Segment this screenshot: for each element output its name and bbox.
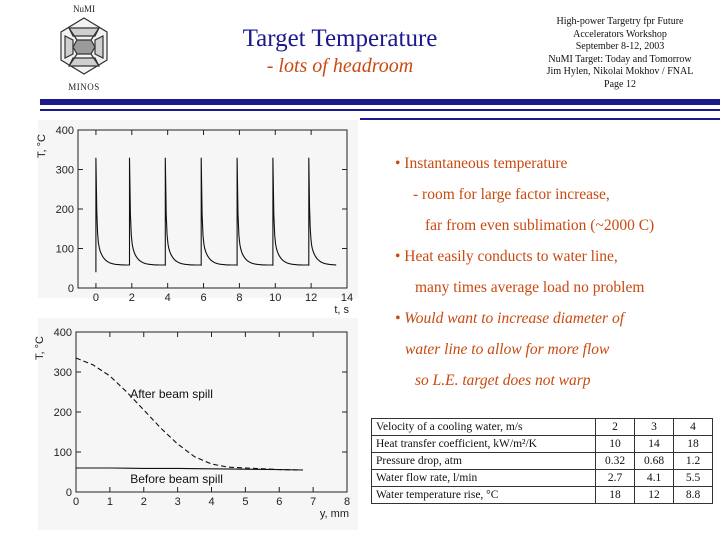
bullet-item: water line to allow for more flow <box>405 341 610 358</box>
y-tick-label: 200 <box>54 407 72 419</box>
annotation-before-spill: Before beam spill <box>130 472 223 486</box>
cooling-water-table: Velocity of a cooling water, m/s 2 3 4 H… <box>371 418 713 504</box>
x-tick-label: 2 <box>141 496 147 508</box>
y-tick-label: 0 <box>66 487 72 499</box>
logo-top-text: NuMI <box>73 4 95 14</box>
y-tick-label: 400 <box>54 327 72 339</box>
x-tick-label: 1 <box>107 496 113 508</box>
x-axis-label: t, s <box>334 304 349 316</box>
table-cell: 18 <box>595 486 635 504</box>
logo-emblem-icon <box>60 17 108 75</box>
temperature-series-line <box>95 157 337 273</box>
chart2-background <box>38 318 358 530</box>
logo-bottom-text: MINOS <box>68 82 100 92</box>
y-tick-label: 100 <box>54 447 72 459</box>
header-line: NuMI Target: Today and Tomorrow <box>548 53 692 65</box>
chart1-background <box>38 120 358 298</box>
header-line: Jim Hylen, Nikolai Mokhov / FNAL <box>546 66 694 77</box>
header-line: High-power Targetry fpr Future <box>556 16 684 27</box>
header-info: High-power Targetry fpr Future Accelerat… <box>520 16 720 91</box>
table-cell: 4 <box>673 418 713 436</box>
x-tick-label: 2 <box>129 292 135 304</box>
x-tick-label: 10 <box>269 292 281 304</box>
y-tick-label: 300 <box>54 367 72 379</box>
x-tick-label: 4 <box>165 292 171 304</box>
table-row: Water flow rate, l/min 2.7 4.1 5.5 <box>371 469 713 487</box>
x-tick-label: 12 <box>305 292 317 304</box>
header-line: September 8-12, 2003 <box>575 41 665 52</box>
table-cell-label: Water flow rate, l/min <box>371 469 596 487</box>
x-tick-label: 8 <box>236 292 242 304</box>
table-cell: 12 <box>634 486 674 504</box>
x-tick-label: 8 <box>344 496 350 508</box>
table-cell: 18 <box>673 435 713 453</box>
table-cell-label: Pressure drop, atm <box>371 452 596 470</box>
y-tick-label: 0 <box>68 283 74 295</box>
table-row: Water temperature rise, °C 18 12 8.8 <box>371 486 713 504</box>
table-cell: 3 <box>634 418 674 436</box>
table-cell: 10 <box>595 435 635 453</box>
table-cell-label: Velocity of a cooling water, m/s <box>371 418 596 436</box>
x-axis-label: y, mm <box>320 508 349 520</box>
bullet-item: many times average load no problem <box>415 279 645 296</box>
table-cell: 14 <box>634 435 674 453</box>
x-tick-label: 4 <box>208 496 214 508</box>
annotation-after-spill: After beam spill <box>130 387 213 401</box>
table-cell: 1.2 <box>673 452 713 470</box>
y-tick-label: 300 <box>56 165 74 177</box>
numi-minos-logo: NuMI MINOS <box>55 4 113 92</box>
table-cell: 4.1 <box>634 469 674 487</box>
header-line: Page 12 <box>604 78 636 90</box>
bullet-item: • Instantaneous temperature <box>395 155 568 172</box>
before-spill-series-line <box>76 467 304 471</box>
temperature-vs-position-chart: 0 1 2 3 4 5 6 7 8 0 100 200 300 400 y, mm T, °C After be… <box>34 327 350 520</box>
y-axis-label: T, °C <box>34 336 46 360</box>
table-cell: 8.8 <box>673 486 713 504</box>
x-tick-label: 0 <box>93 292 99 304</box>
x-tick-label: 5 <box>242 496 248 508</box>
after-spill-series-line <box>75 357 304 471</box>
table-row: Heat transfer coefficient, kW/m²/K 10 14… <box>371 435 713 453</box>
header-rule-thick <box>40 99 720 105</box>
bullet-item: • Would want to increase diameter of <box>395 310 625 327</box>
slide-subtitle: - lots of headroom <box>266 55 414 77</box>
bullet-item: • Heat easily conducts to water line, <box>395 248 618 265</box>
table-cell-label: Water temperature rise, °C <box>371 486 596 504</box>
table-cell: 2 <box>595 418 635 436</box>
x-tick-label: 0 <box>73 496 79 508</box>
slide-title: Target Temperature <box>242 25 438 52</box>
table-cell: 0.32 <box>595 452 635 470</box>
table-cell-label: Heat transfer coefficient, kW/m²/K <box>371 435 596 453</box>
bullet-item: far from even sublimation (~2000 C) <box>425 217 655 234</box>
y-tick-label: 200 <box>56 204 74 216</box>
bullet-list: • Instantaneous temperature - room for l… <box>395 148 715 396</box>
table-row: Pressure drop, atm 0.32 0.68 1.2 <box>371 452 713 470</box>
table-row: Velocity of a cooling water, m/s 2 3 4 <box>371 418 713 436</box>
y-tick-label: 400 <box>56 125 74 137</box>
slide-title-block: Target Temperature - lots of headroom <box>200 24 480 78</box>
table-cell: 2.7 <box>595 469 635 487</box>
header-line: Accelerators Workshop <box>573 28 667 40</box>
x-tick-label: 7 <box>310 496 316 508</box>
temperature-vs-time-chart: 0 2 4 6 8 10 12 14 0 100 200 300 400 t, s T, °C <box>36 125 353 316</box>
x-tick-label: 6 <box>276 496 282 508</box>
y-axis-label: T, °C <box>36 134 48 158</box>
header-rule-thin <box>40 109 720 111</box>
header-rule-short <box>360 118 720 120</box>
table-cell: 0.68 <box>634 452 674 470</box>
y-tick-label: 100 <box>56 244 74 256</box>
bullet-item: so L.E. target does not warp <box>415 372 591 389</box>
table-cell: 5.5 <box>673 469 713 487</box>
bullet-item: - room for large factor increase, <box>413 186 610 203</box>
x-tick-label: 14 <box>341 292 353 304</box>
x-tick-label: 6 <box>200 292 206 304</box>
x-tick-label: 3 <box>175 496 181 508</box>
